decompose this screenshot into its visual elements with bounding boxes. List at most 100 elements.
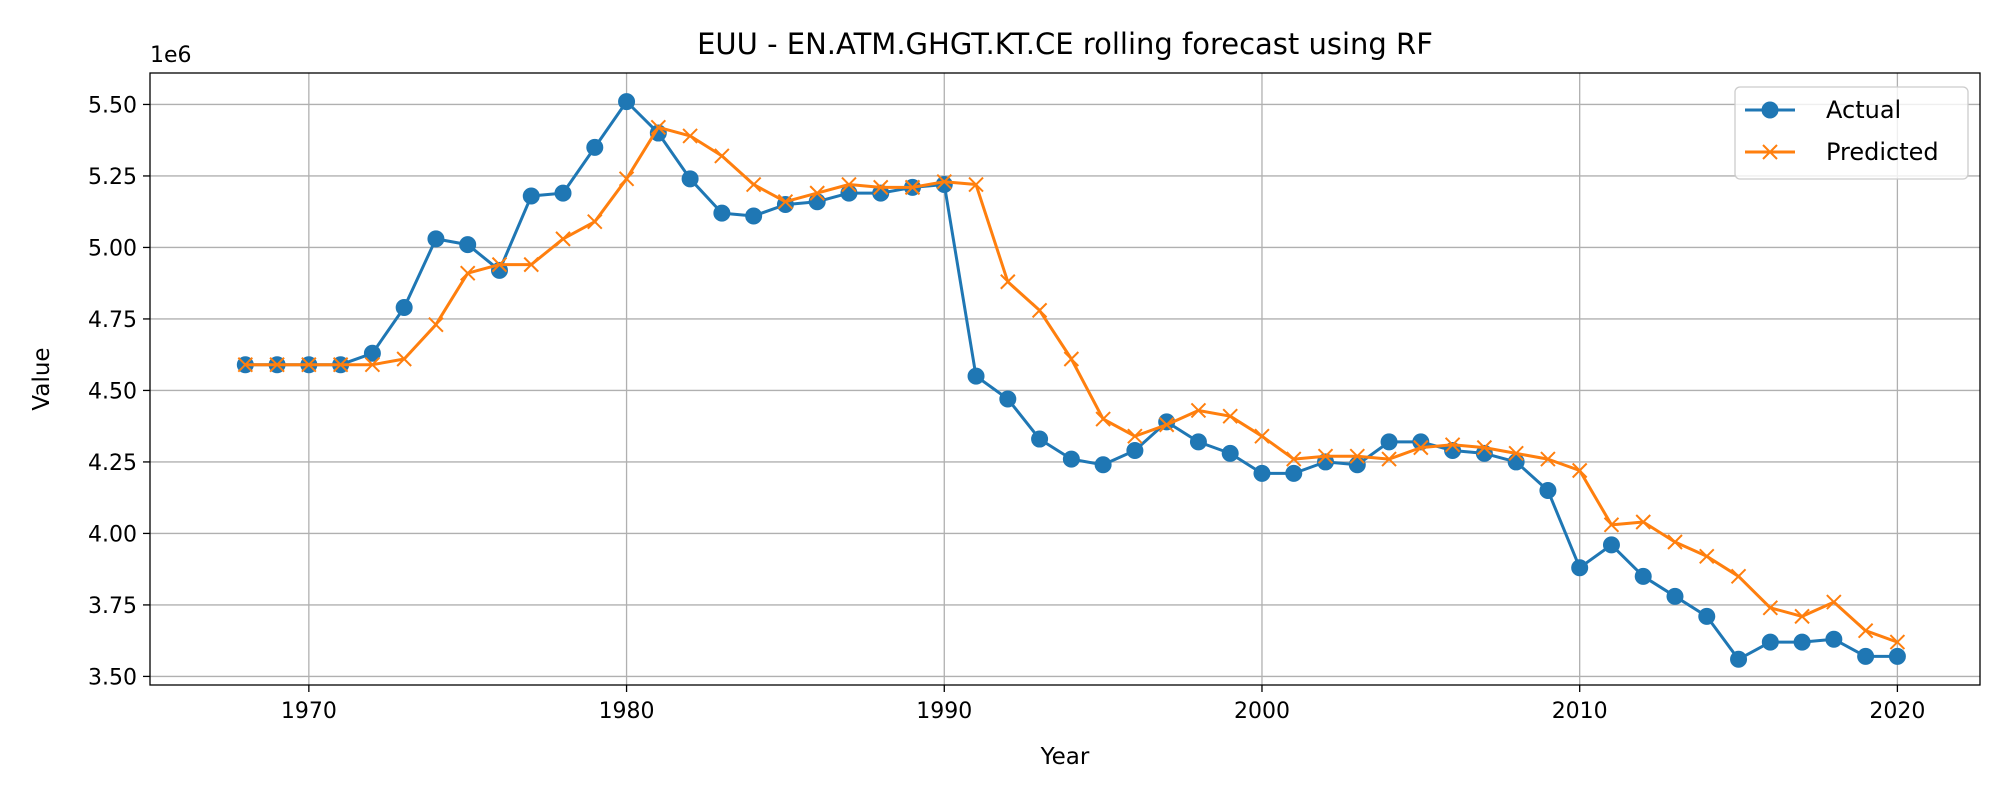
predicted-data-point — [460, 265, 476, 281]
actual-data-point — [713, 204, 731, 222]
y-tick-label: 4.25 — [88, 451, 137, 476]
actual-data-point — [1857, 647, 1875, 665]
actual-data-point — [1126, 441, 1144, 459]
predicted-data-point — [1222, 408, 1238, 424]
predicted-data-point — [1826, 594, 1842, 610]
predicted-data-point — [364, 356, 381, 373]
predicted-data-point — [1571, 462, 1588, 479]
actual-data-point — [1539, 482, 1557, 500]
predicted-data-point — [1699, 548, 1715, 565]
actual-data-point — [1730, 650, 1748, 668]
predicted-data-point — [301, 356, 317, 373]
actual-data-point — [745, 207, 763, 225]
actual-data-point — [1221, 444, 1239, 462]
y-tick-label: 3.75 — [88, 594, 137, 619]
predicted-series — [237, 119, 1906, 650]
predicted-data-point — [1095, 411, 1111, 427]
predicted-data-point — [1603, 517, 1620, 533]
actual-data-point — [522, 187, 540, 205]
predicted-data-point — [269, 356, 285, 373]
predicted-data-point — [745, 176, 762, 193]
actual-data-point — [1634, 567, 1652, 585]
actual-data-point — [967, 367, 985, 385]
predicted-data-point — [1635, 514, 1651, 530]
predicted-data-point — [873, 179, 889, 196]
predicted-data-point — [1381, 451, 1397, 467]
predicted-data-point — [936, 173, 952, 190]
actual-data-point — [1189, 433, 1207, 451]
predicted-data-point — [396, 351, 412, 367]
predicted-data-point — [1254, 428, 1270, 444]
actual-data-point — [872, 184, 890, 202]
actual-data-point — [459, 236, 477, 254]
predicted-data-point — [491, 256, 508, 273]
predicted-data-point — [587, 214, 603, 230]
legend-predicted-label: Predicted — [1826, 138, 1939, 166]
predicted-data-point — [1444, 437, 1461, 453]
y-tick-label: 4.00 — [88, 522, 137, 547]
predicted-data-point — [1000, 274, 1016, 290]
legend-actual-label: Actual — [1826, 96, 1901, 124]
x-tick-label: 2010 — [1552, 699, 1608, 724]
legend-predicted-marker — [1762, 144, 1778, 160]
predicted-data-point — [968, 176, 984, 193]
y-tick-label: 5.25 — [88, 165, 137, 190]
y-tick-label: 5.50 — [88, 93, 137, 118]
predicted-data-point — [1413, 439, 1429, 456]
predicted-data-point — [650, 119, 667, 136]
legend-actual-marker — [1761, 101, 1779, 119]
actual-data-point — [1094, 456, 1112, 474]
x-tick-label: 2020 — [1869, 699, 1925, 724]
series-layer — [236, 93, 1906, 668]
predicted-data-point — [777, 193, 794, 210]
x-tick-label: 1980 — [599, 699, 655, 724]
predicted-data-point — [1762, 600, 1779, 616]
actual-data-point — [1253, 464, 1271, 482]
actual-data-point — [1825, 630, 1843, 648]
predicted-data-point — [1730, 568, 1747, 585]
y-axis-offset-label: 1e6 — [150, 43, 192, 68]
actual-data-point — [1285, 464, 1303, 482]
actual-data-point — [681, 170, 699, 188]
predicted-data-point — [1158, 417, 1175, 433]
actual-data-point — [1761, 633, 1779, 651]
actual-data-point — [395, 299, 413, 317]
predicted-data-point — [1063, 351, 1080, 367]
predicted-data-point — [237, 356, 254, 373]
actual-data-point — [554, 184, 572, 202]
actual-data-point — [363, 344, 381, 362]
actual-data-point — [935, 176, 953, 194]
x-axis-label: Year — [1040, 744, 1090, 770]
predicted-data-point — [1889, 634, 1906, 650]
predicted-data-point — [1317, 448, 1334, 464]
y-tick-label: 3.50 — [88, 665, 137, 690]
actual-data-point — [1348, 456, 1366, 474]
predicted-data-point — [1476, 439, 1493, 456]
y-tick-label: 4.50 — [88, 379, 137, 404]
predicted-data-point — [1794, 608, 1810, 625]
chart-title: EUU - EN.ATM.GHGT.KT.CE rolling forecast… — [697, 27, 1433, 61]
actual-data-point — [1698, 607, 1716, 625]
legend: Actual Predicted — [1734, 86, 1969, 180]
predicted-data-point — [523, 256, 539, 273]
y-tick-label: 5.00 — [88, 236, 137, 261]
predicted-data-point — [841, 176, 857, 193]
predicted-data-point — [1540, 451, 1556, 467]
predicted-data-point — [904, 179, 921, 196]
actual-data-point — [1031, 430, 1049, 448]
predicted-data-point — [714, 148, 730, 164]
predicted-data-point — [428, 316, 444, 333]
actual-data-point — [1062, 450, 1080, 468]
predicted-data-point — [1857, 622, 1874, 639]
x-tick-label: 1990 — [916, 699, 972, 724]
plot-area-frame — [149, 72, 1981, 686]
x-tick-label: 2000 — [1234, 699, 1290, 724]
predicted-data-point — [682, 128, 698, 144]
predicted-data-point — [1127, 428, 1143, 444]
predicted-data-point — [555, 231, 571, 247]
predicted-data-point — [618, 171, 635, 187]
predicted-data-point — [1349, 448, 1365, 464]
y-tick-label: 4.75 — [88, 308, 137, 333]
actual-data-point — [618, 93, 636, 111]
